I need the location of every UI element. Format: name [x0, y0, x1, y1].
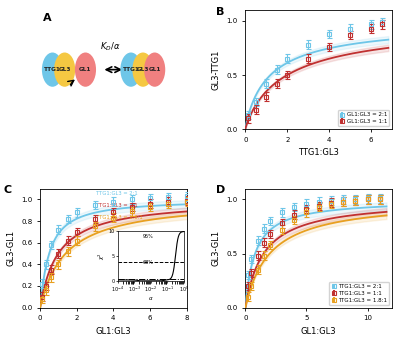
Text: GL1: GL1 — [79, 67, 92, 72]
X-axis label: TTG1:GL3: TTG1:GL3 — [298, 148, 339, 157]
Y-axis label: GL3-GL1: GL3-GL1 — [212, 230, 221, 266]
Text: GL3: GL3 — [137, 67, 149, 72]
Text: GL1: GL1 — [148, 67, 161, 72]
Circle shape — [144, 52, 165, 87]
Y-axis label: GL3-TTG1: GL3-TTG1 — [212, 49, 221, 90]
Text: TTG1:GL3 = 2:1: TTG1:GL3 = 2:1 — [96, 191, 138, 196]
Text: D: D — [216, 185, 225, 195]
Text: GL3: GL3 — [58, 67, 71, 72]
Text: C: C — [3, 185, 12, 195]
Legend: GL1:GL3 = 2:1, GL1:GL3 = 1:1: GL1:GL3 = 2:1, GL1:GL3 = 1:1 — [338, 110, 389, 126]
Text: B: B — [216, 6, 224, 17]
Text: $K_D/\alpha$: $K_D/\alpha$ — [100, 41, 121, 53]
Circle shape — [120, 52, 142, 87]
Text: TTG1:GL3 = 1.8:1: TTG1:GL3 = 1.8:1 — [96, 215, 142, 220]
Text: TTG1: TTG1 — [44, 67, 61, 72]
Circle shape — [42, 52, 63, 87]
Text: TTG1:GL3 = 1:1: TTG1:GL3 = 1:1 — [96, 203, 138, 208]
Text: A: A — [43, 13, 52, 23]
X-axis label: GL1:GL3: GL1:GL3 — [96, 327, 131, 336]
Legend: TTG1:GL3 = 2:1, TTG1:GL3 = 1:1, TTG1:GL3 = 1.8:1: TTG1:GL3 = 2:1, TTG1:GL3 = 1:1, TTG1:GL3… — [329, 282, 389, 305]
Circle shape — [132, 52, 154, 87]
Text: TTG1: TTG1 — [122, 67, 140, 72]
Circle shape — [54, 52, 75, 87]
Circle shape — [75, 52, 96, 87]
X-axis label: GL1:GL3: GL1:GL3 — [301, 327, 336, 336]
Y-axis label: GL3-GL1: GL3-GL1 — [6, 230, 16, 266]
